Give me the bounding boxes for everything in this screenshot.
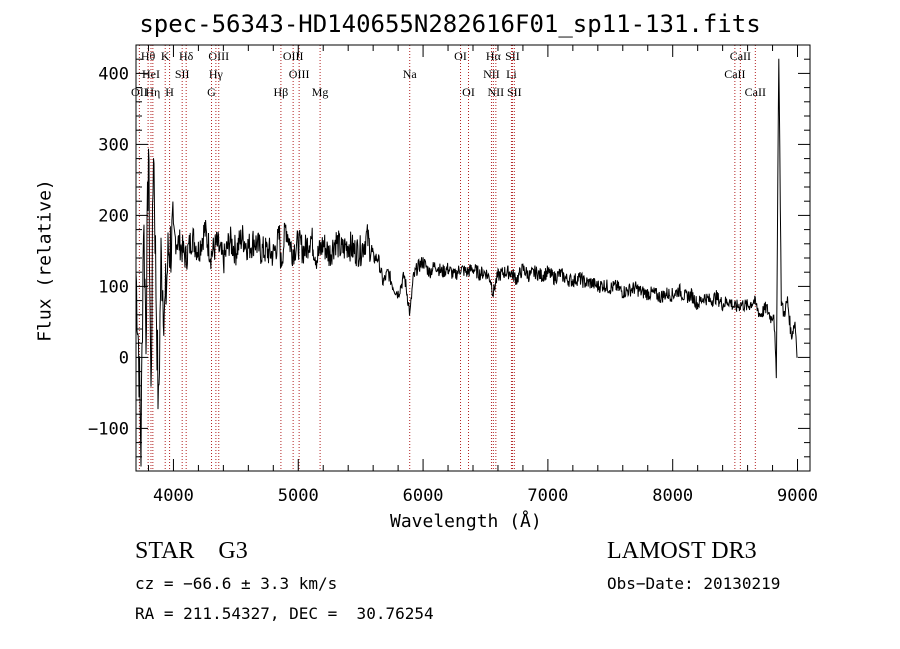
y-tick-label-0: −100 xyxy=(88,419,129,439)
line-label-1: OII xyxy=(131,85,148,99)
line-label-22: NII xyxy=(488,85,505,99)
x-tick-label-4: 8000 xyxy=(652,486,693,506)
line-label-24: CaII xyxy=(730,49,751,63)
line-label-15: Na xyxy=(403,67,418,81)
line-label-16: OI xyxy=(454,49,467,63)
x-tick-label-5: 9000 xyxy=(777,486,818,506)
line-label-3: Hη xyxy=(145,85,160,99)
line-label-19: SII xyxy=(505,49,520,63)
x-tick-label-1: 5000 xyxy=(278,486,319,506)
spectral-type: STAR G3 xyxy=(135,538,248,564)
line-label-18: Hα xyxy=(486,49,502,63)
axis-ticks: 4000 5000 6000 7000 8000 9000 −100 0 100 200 300 40… xyxy=(88,44,818,506)
line-label-10: G xyxy=(207,85,216,99)
line-label-26: CaII xyxy=(745,85,766,99)
line-label-17: OI xyxy=(462,85,475,99)
survey-name: LAMOST DR3 xyxy=(607,538,757,564)
line-label-20: NII xyxy=(483,67,500,81)
line-label-9: Hγ xyxy=(209,67,224,81)
y-tick-label-4: 300 xyxy=(98,135,129,155)
line-label-8: OIII xyxy=(208,49,229,63)
line-label-13: OIII xyxy=(289,67,310,81)
line-label-6: H xyxy=(165,85,174,99)
line-label-14: Mg xyxy=(312,85,329,99)
line-label-11: Hβ xyxy=(274,85,289,99)
chart-title: spec-56343-HD140655N282616F01_sp11-131.f… xyxy=(139,10,761,38)
redshift-cz: cz = −66.6 ± 3.3 km/s xyxy=(135,574,338,593)
line-label-12: OIII xyxy=(283,49,304,63)
y-tick-label-2: 100 xyxy=(98,277,129,297)
flux-series-line xyxy=(135,58,798,467)
y-tick-label-3: 200 xyxy=(98,206,129,226)
line-label-2: HeI xyxy=(142,67,160,81)
line-label-23: SII xyxy=(507,85,522,99)
x-tick-label-3: 7000 xyxy=(527,486,568,506)
y-tick-label-5: 400 xyxy=(98,64,129,84)
observation-date: Obs−Date: 20130219 xyxy=(607,574,781,593)
x-tick-label-0: 4000 xyxy=(153,486,194,506)
line-label-21: Li xyxy=(506,67,517,81)
y-tick-label-1: 0 xyxy=(119,348,129,368)
line-label-0: Hθ xyxy=(141,49,156,63)
x-tick-label-2: 6000 xyxy=(403,486,444,506)
line-label-25: CaII xyxy=(724,67,745,81)
ra-dec-coordinates: RA = 211.54327, DEC = 30.76254 xyxy=(135,604,434,623)
line-label-7: Hδ xyxy=(179,49,194,63)
x-axis-label: Wavelength (Å) xyxy=(390,511,542,532)
line-label-4: K xyxy=(161,49,170,63)
line-label-5: SII xyxy=(175,67,190,81)
